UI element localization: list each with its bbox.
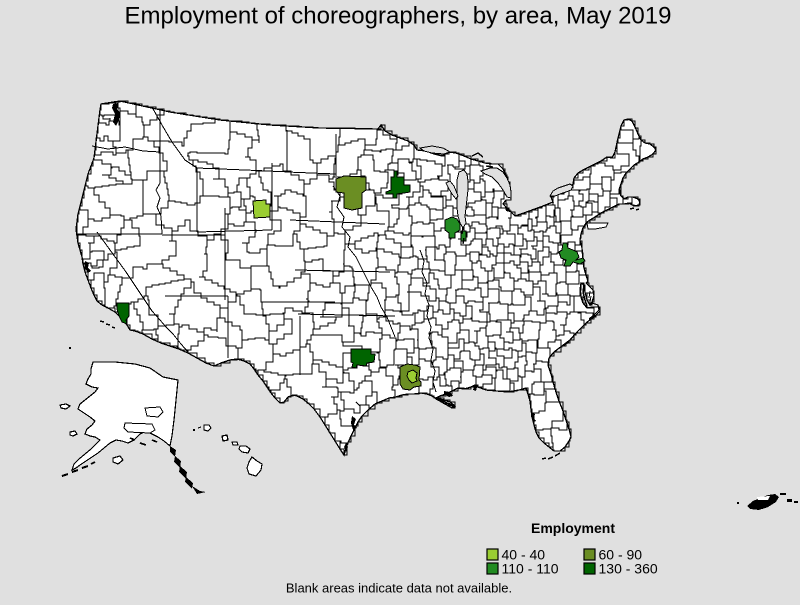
svg-text:Employment of choreographers,: Employment of choreographers, by area, M… [125, 3, 672, 30]
svg-text:130 - 360: 130 - 360 [599, 561, 658, 577]
svg-text:Blank areas indicate data not: Blank areas indicate data not available. [286, 581, 512, 596]
svg-text:40 - 40: 40 - 40 [502, 547, 546, 563]
svg-text:60 - 90: 60 - 90 [599, 547, 643, 563]
svg-text:110 - 110: 110 - 110 [502, 561, 559, 577]
svg-text:Employment: Employment [531, 520, 615, 536]
